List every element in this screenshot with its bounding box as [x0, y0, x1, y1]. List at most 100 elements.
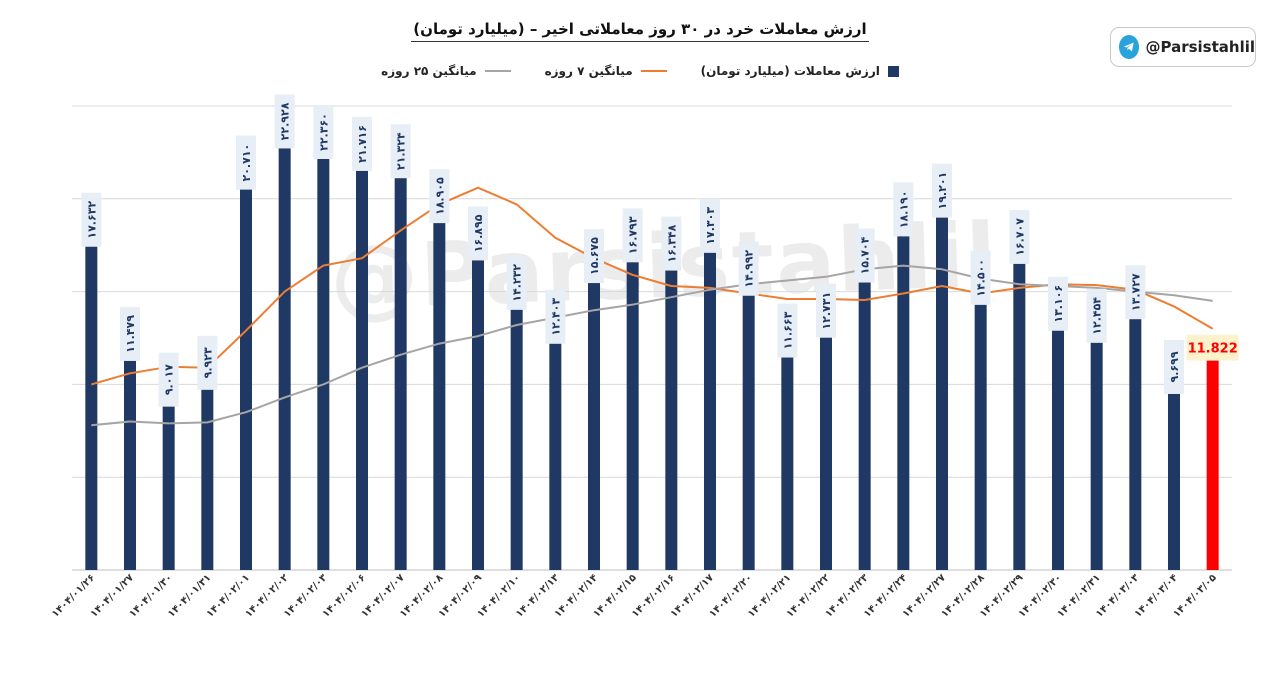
- bar: [665, 266, 678, 570]
- data-label-bg: [468, 206, 488, 261]
- bar: [1052, 326, 1064, 570]
- data-label-group: ۱۱.۶۶۳: [777, 303, 798, 358]
- data-label: ۱۴.۹۹۲: [743, 250, 756, 288]
- data-label: ۱۹.۲۰۱: [936, 172, 949, 210]
- chart-legend: ارزش معاملات (میلیارد تومان) میانگین ۷ ر…: [0, 64, 1280, 78]
- data-label-bg: [1009, 209, 1030, 264]
- data-label: ۱۷.۳۰۳: [704, 207, 717, 245]
- labels-layer: ۱۷.۶۳۲ ۱۱.۴۷۹ ۹.۰۱۷ ۹.۹۲۳ ۲۰.۷۱۰ ۲۲.۹۲۸ ۲۲.۳۶۰…: [81, 94, 1239, 407]
- bar: [626, 258, 639, 570]
- bar: [124, 356, 136, 570]
- data-label: ۲۰.۷۱۰: [240, 144, 253, 182]
- bar: [897, 232, 910, 570]
- bar: [433, 219, 446, 570]
- bars-layer: [85, 144, 1219, 571]
- data-label-group: ۱۱.۴۷۹: [120, 306, 140, 361]
- data-label-bg: [390, 124, 411, 179]
- data-label: ۲۲.۹۲۸: [279, 102, 292, 140]
- data-label: ۲۱.۳۲۴: [395, 132, 408, 170]
- grid-layer: [72, 105, 1232, 571]
- data-label-group: ۹.۶۹۹: [1164, 339, 1184, 394]
- data-label-group: ۲۱.۳۲۴: [390, 124, 411, 179]
- bar: [85, 242, 98, 571]
- telegram-icon: [1119, 35, 1140, 59]
- data-label: 11.822: [1188, 342, 1238, 357]
- data-label: ۱۲.۷۳۱: [820, 292, 833, 330]
- data-label: ۱۶.۸۹۵: [472, 214, 485, 252]
- legend-label-ma25: میانگین ۲۵ روزه: [381, 64, 477, 78]
- data-label-group: ۱۶.۷۹۳: [622, 208, 643, 263]
- data-label: ۱۷.۶۳۲: [85, 201, 98, 239]
- data-label-bg: [854, 228, 875, 283]
- data-label-bg: [506, 255, 527, 310]
- bar: [240, 185, 252, 570]
- bar: [201, 385, 214, 570]
- data-label: ۱۸.۱۹۰: [897, 191, 910, 229]
- data-label-bg: [352, 116, 372, 171]
- bar: [781, 353, 794, 570]
- data-label-group: ۱۷.۶۳۲: [81, 192, 102, 247]
- legend-label-ma7: میانگین ۷ روزه: [544, 64, 633, 78]
- data-label-bg: [236, 135, 256, 190]
- brand-handle: @Parsistahlil: [1145, 38, 1255, 56]
- data-label-group: ۱۳.۷۲۷: [1125, 265, 1146, 320]
- data-label-group: ۲۰.۷۱۰: [236, 135, 256, 190]
- data-label-bg: [893, 182, 914, 237]
- data-label-group: ۱۶.۳۴۸: [661, 216, 682, 271]
- bar: [936, 213, 948, 570]
- legend-label-bars: ارزش معاملات (میلیارد تومان): [700, 64, 880, 78]
- bar: [394, 174, 407, 570]
- data-label-group: ۱۲.۷۳۱: [816, 283, 836, 338]
- data-label-bg: [584, 229, 604, 284]
- data-label-highlight: 11.822: [1186, 334, 1239, 361]
- data-label-group: ۱۴.۵۰۰: [970, 250, 991, 305]
- data-label-group: ۱۴.۲۳۲: [506, 255, 527, 310]
- chart-title: ارزش معاملات خرد در ۳۰ روز معاملاتی اخیر…: [0, 20, 1280, 42]
- data-label-group: ۱۸.۱۹۰: [893, 182, 914, 237]
- data-label-group: ۱۳.۱۰۶: [1048, 276, 1068, 331]
- data-label-group: ۱۸.۹۰۵: [429, 169, 450, 224]
- ma7-line: [91, 186, 1214, 386]
- data-label-bg: [274, 94, 295, 149]
- data-label-bg: [661, 216, 682, 271]
- x-axis: ۱۴۰۴/۰۱/۲۶۱۴۰۴/۰۱/۲۷۱۴۰۴/۰۱/۳۰۱۴۰۴/۰۱/۳۱…: [50, 572, 1219, 619]
- data-label-bg: [197, 335, 218, 390]
- data-label-bg: [120, 306, 140, 361]
- data-label-group: ۲۲.۳۶۰: [313, 104, 334, 159]
- bar: [1129, 315, 1142, 570]
- bar: [1090, 338, 1103, 570]
- data-label-bg: [158, 352, 179, 407]
- data-label-group: ۱۶.۷۰۷: [1009, 209, 1030, 264]
- bar-highlight: [1206, 350, 1219, 570]
- data-label-bg: [313, 104, 334, 159]
- data-label-group: ۲۲.۹۲۸: [274, 94, 295, 149]
- brand-badge[interactable]: @Parsistahlil: [1110, 27, 1256, 67]
- data-label: ۲۲.۳۶۰: [317, 113, 330, 151]
- bar: [317, 154, 330, 570]
- bar: [588, 279, 600, 570]
- bar: [549, 339, 562, 570]
- data-label: ۱۴.۵۰۰: [975, 259, 988, 297]
- data-label-bg: [738, 241, 759, 296]
- data-label: ۱۱.۶۶۳: [781, 311, 794, 349]
- data-label-group: ۱۹.۲۰۱: [932, 163, 952, 218]
- data-label-bg: [777, 303, 798, 358]
- data-label-bg: [622, 208, 643, 263]
- data-label: ۱۳.۱۰۶: [1052, 285, 1065, 323]
- data-label: ۱۶.۷۰۷: [1013, 218, 1026, 256]
- data-label-group: ۱۲.۴۰۳: [545, 289, 566, 344]
- data-label: ۱۴.۲۳۲: [511, 264, 524, 302]
- data-label: ۱۲.۴۰۳: [549, 298, 562, 336]
- data-label-group: ۱۵.۷۰۴: [854, 228, 875, 283]
- bar: [162, 402, 175, 570]
- data-label: ۱۵.۷۰۴: [859, 236, 872, 274]
- data-label-group: ۱۷.۳۰۳: [700, 198, 720, 253]
- data-label-bg: [1164, 339, 1184, 394]
- bar: [858, 278, 871, 570]
- data-label-bg: [1048, 276, 1068, 331]
- ma25-line: [91, 264, 1213, 427]
- bar: [510, 305, 523, 570]
- data-label-group: ۱۵.۶۷۵: [584, 229, 604, 284]
- data-label-bg: [1125, 265, 1146, 320]
